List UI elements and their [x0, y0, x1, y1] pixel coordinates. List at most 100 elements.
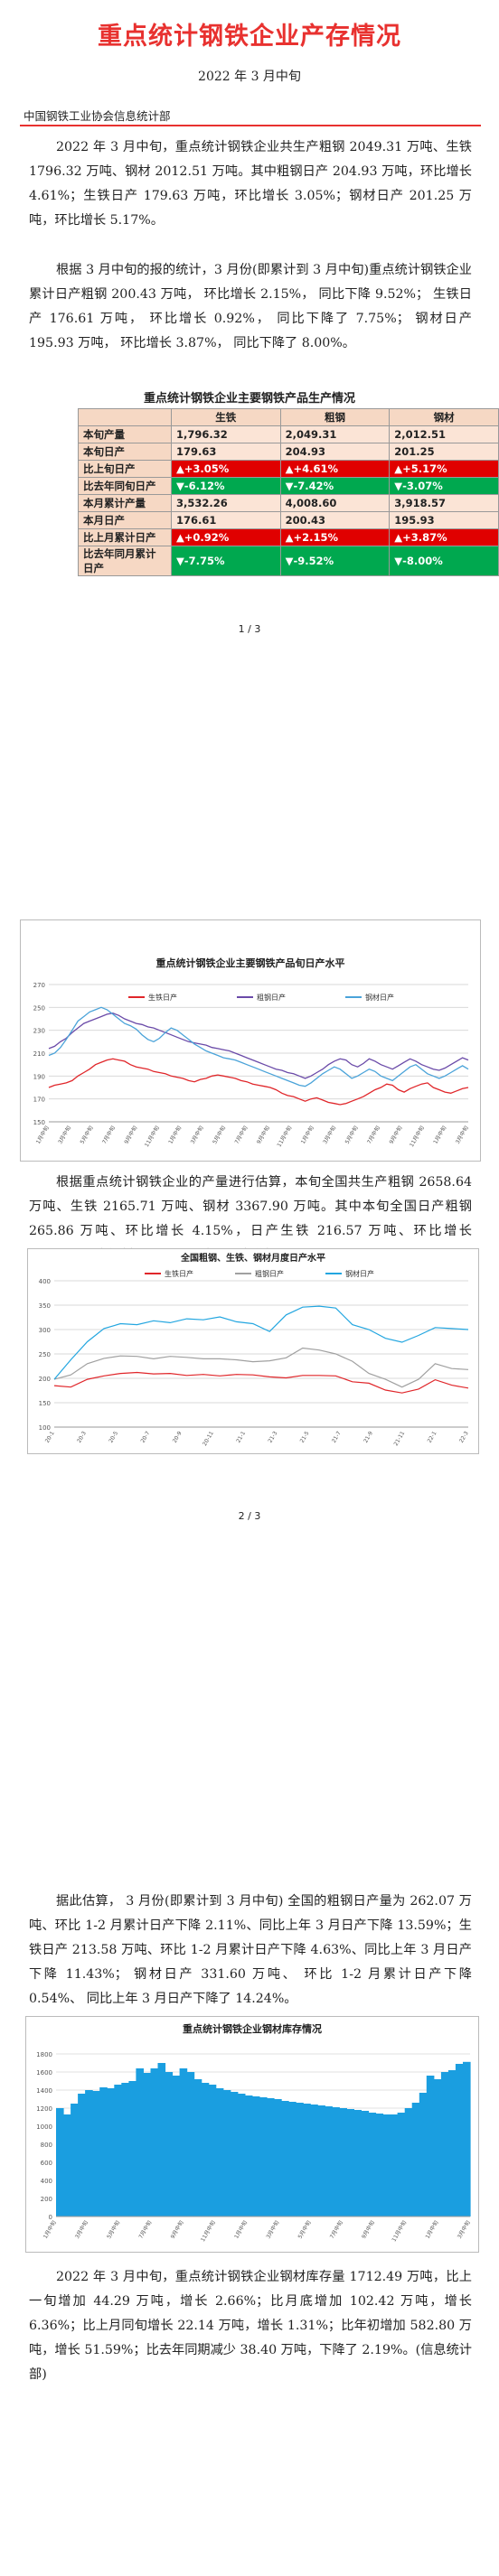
stock-bar: [332, 2107, 340, 2217]
series-line-2: [53, 1347, 469, 1388]
stock-bar: [143, 2073, 151, 2217]
y-tick-label: 100: [39, 1424, 51, 1432]
production-table: 生铁 粗钢 钢材 本旬产量 1,796.32 2,049.31 2,012.51 本旬日…: [78, 408, 499, 576]
stock-bar: [433, 2079, 442, 2217]
stock-bar: [440, 2072, 449, 2217]
table-row-label: 本旬产量: [78, 425, 172, 443]
table-cell: ▲+3.05%: [170, 460, 281, 478]
table-cell: ▼-7.42%: [279, 477, 391, 495]
production-table-wrap: 生铁 粗钢 钢材 本旬产量 1,796.32 2,049.31 2,012.51 本旬日…: [78, 408, 499, 576]
table-cell: 204.93: [279, 443, 391, 461]
stock-bar: [296, 2103, 304, 2217]
page-number-1: 1 / 3: [238, 623, 261, 635]
table-cell: 4,008.60: [279, 494, 391, 512]
table-row: 比去年同旬日产 ▼-6.12% ▼-7.42% ▼-3.07%: [78, 477, 499, 495]
series-line-3: [53, 1305, 469, 1380]
stock-bar: [426, 2076, 435, 2217]
monthly-output-chart: 全国粗钢、生铁、钢材月度日产水平10015020025030035040020-…: [27, 1248, 479, 1454]
stock-bar: [397, 2113, 406, 2217]
stock-bar: [128, 2081, 137, 2217]
legend-label: 钢材日产: [345, 1269, 374, 1278]
y-tick-label: 150: [33, 1119, 45, 1126]
legend-label: 生铁日产: [148, 993, 177, 1002]
chart-title: 重点统计钢铁企业主要钢铁产品旬日产水平: [156, 957, 345, 969]
stock-bar: [310, 2105, 318, 2217]
y-tick-label: 200: [41, 2196, 52, 2203]
table-row-label: 比去年同旬日产: [78, 477, 172, 495]
organization-name: 中国钢铁工业协会信息统计部: [24, 109, 171, 123]
chart-title: 全国粗钢、生铁、钢材月度日产水平: [180, 1252, 325, 1264]
table-cell: ▲+4.61%: [279, 460, 391, 478]
table-cell: 201.25: [389, 443, 499, 461]
stock-bar: [63, 2114, 71, 2217]
table-cell: ▼-8.00%: [389, 546, 499, 576]
paragraph-2-text: 根据 3 月中旬的报的统计，3 月份(即累计到 3 月中旬)重点统计钢铁企业累计…: [29, 263, 472, 350]
stock-bar: [346, 2109, 354, 2217]
y-tick-label: 1000: [36, 2123, 52, 2131]
paragraph-1-text: 2022 年 3 月中旬，重点统计钢铁企业共生产粗钢 2049.31 万吨、生铁…: [29, 140, 472, 228]
paragraph-5: 2022 年 3 月中旬，重点统计钢铁企业钢材库存量 1712.49 万吨，比上…: [29, 2265, 472, 2387]
table-cell: ▲+2.15%: [279, 528, 391, 546]
y-tick-label: 350: [39, 1302, 51, 1310]
stock-bar: [215, 2088, 224, 2217]
stock-bar: [186, 2072, 195, 2217]
page-number-2: 2 / 3: [238, 1510, 261, 1522]
y-tick-label: 400: [39, 1278, 51, 1285]
y-tick-label: 1200: [36, 2105, 52, 2113]
paragraph-4: 据此估算， 3 月份(即累计到 3 月中旬) 全国的粗钢日产量为 262.07 …: [29, 1890, 472, 2011]
chart-frame: [27, 1248, 479, 1454]
paragraph-2: 根据 3 月中旬的报的统计，3 月份(即累计到 3 月中旬)重点统计钢铁企业累计…: [29, 258, 472, 356]
paragraph-5-text: 2022 年 3 月中旬，重点统计钢铁企业钢材库存量 1712.49 万吨，比上…: [29, 2270, 472, 2382]
table-row: 本月累计产量 3,532.26 4,008.60 3,918.57: [78, 494, 499, 512]
series-line-3: [48, 1006, 469, 1087]
stock-bar: [411, 2103, 420, 2217]
table-title: 重点统计钢铁企业主要钢铁产品生产情况: [143, 392, 355, 406]
table-cell: ▼-6.12%: [170, 477, 281, 495]
table-row: 比去年同月累计日产 ▼-7.75% ▼-9.52% ▼-8.00%: [78, 546, 499, 576]
y-tick-label: 250: [33, 1004, 45, 1012]
stock-bar: [251, 2096, 260, 2217]
y-tick-label: 200: [39, 1376, 51, 1383]
stock-bar: [281, 2101, 289, 2217]
stock-bar: [419, 2093, 428, 2217]
y-tick-label: 600: [41, 2160, 52, 2167]
table-row-label: 本月累计产量: [78, 494, 172, 512]
report-date: 2022 年 3 月中旬: [198, 70, 301, 84]
stock-bar: [222, 2090, 231, 2217]
stock-bar: [208, 2085, 217, 2217]
header-divider: [20, 125, 481, 126]
stock-bar: [382, 2114, 391, 2217]
y-tick-label: 150: [39, 1400, 51, 1407]
daily-output-chart: 重点统计钢铁企业主要钢铁产品旬日产水平 150 170 190 210 230 250 270…: [20, 919, 481, 1162]
table-cell: 1,796.32: [170, 425, 281, 443]
stock-bar: [237, 2094, 246, 2217]
series-line-1: [53, 1371, 469, 1394]
table-row: 本旬日产 179.63 204.93 201.25: [78, 443, 499, 461]
stock-bar: [317, 2105, 325, 2217]
chart-title: 重点统计钢铁企业钢材库存情况: [183, 2022, 322, 2035]
table-row-label: 比去年同月累计日产: [78, 546, 172, 576]
y-tick-label: 210: [33, 1050, 45, 1058]
stock-bar: [267, 2098, 275, 2217]
table-header-cell: [78, 408, 172, 426]
y-tick-label: 800: [41, 2142, 52, 2149]
table-header-row: 生铁 粗钢 钢材: [78, 408, 499, 426]
y-tick-label: 300: [39, 1327, 51, 1334]
stock-bar: [368, 2113, 377, 2217]
stock-bar: [361, 2111, 370, 2217]
stock-bar: [447, 2070, 457, 2217]
table-header-cell: 生铁: [170, 408, 281, 426]
y-tick-label: 250: [39, 1351, 51, 1358]
stock-bar: [230, 2092, 239, 2217]
legend-label: 粗钢日产: [255, 1269, 284, 1278]
table-row-label: 本月日产: [78, 511, 172, 529]
table-cell: ▲+3.87%: [389, 528, 499, 546]
legend-label: 钢材日产: [365, 993, 394, 1002]
table-cell: 3,918.57: [389, 494, 499, 512]
stock-bar: [99, 2087, 108, 2217]
table-cell: ▼-7.75%: [170, 546, 281, 576]
stock-bar: [375, 2114, 384, 2217]
stock-bar: [85, 2090, 93, 2217]
y-tick-label: 0: [49, 2214, 52, 2221]
stock-bar: [92, 2091, 100, 2217]
